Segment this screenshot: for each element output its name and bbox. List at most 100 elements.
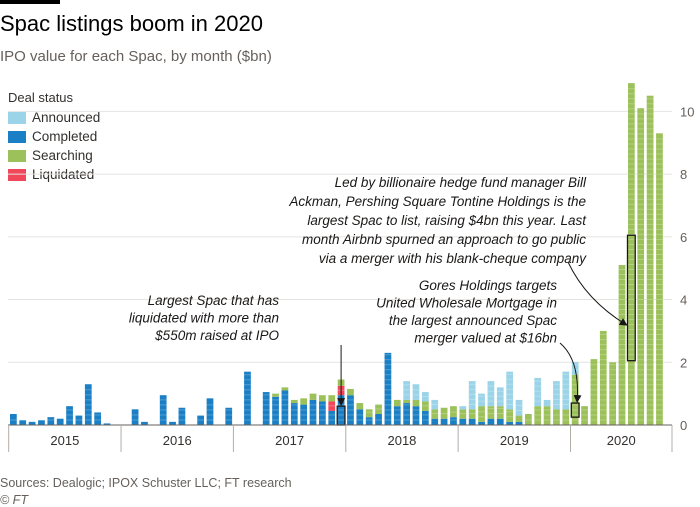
bar-searching (609, 362, 616, 425)
x-tick-label: 2016 (163, 433, 192, 448)
annotation-line: merger valued at $16bn (414, 331, 557, 346)
bar-searching (365, 409, 373, 418)
legend-title: Deal status (8, 90, 74, 105)
bar-searching (309, 393, 317, 400)
legend-item-announced: Announced (8, 108, 100, 127)
bar-searching (496, 406, 504, 419)
bar-searching (421, 401, 429, 411)
bar-completed (393, 406, 401, 425)
bar-completed (47, 417, 55, 425)
x-tick-label: 2020 (607, 433, 636, 448)
bar-searching (468, 409, 476, 419)
legend-label-searching: Searching (32, 148, 93, 163)
annotation-line: via a merger with his blank-cheque compa… (319, 251, 587, 266)
bar-searching (553, 409, 560, 425)
bar-completed (169, 421, 176, 425)
legend-item-searching: Searching (8, 146, 100, 165)
bar-searching (412, 399, 420, 407)
bar-searching (637, 108, 645, 425)
bar-searching (450, 406, 457, 418)
bar-completed (328, 410, 336, 425)
annotation-line: United Wholesale Mortgage in (376, 296, 557, 311)
bar-completed (384, 352, 392, 425)
bar-announced (553, 381, 560, 410)
y-tick-label: 4 (680, 293, 687, 308)
bar-searching (515, 415, 523, 422)
bar-searching (524, 414, 532, 425)
bar-searching (328, 395, 336, 402)
bar-announced (496, 387, 504, 407)
bar-searching (656, 133, 663, 425)
bar-searching (478, 406, 485, 422)
bar-completed (10, 414, 17, 425)
bar-completed (206, 398, 214, 425)
copyright: © FT (0, 493, 28, 507)
bar-completed (459, 418, 467, 425)
bar-completed (225, 407, 233, 425)
annotation-line: Led by billionaire hedge fund manager Bi… (335, 175, 587, 190)
bar-completed (356, 409, 364, 425)
bar-completed (468, 418, 476, 425)
arrow-gores (559, 342, 582, 404)
bar-searching (618, 265, 626, 425)
bar-searching (440, 407, 448, 419)
y-tick-label: 6 (680, 230, 687, 245)
annotation-0: Led by billionaire hedge fund manager Bi… (288, 175, 587, 266)
bar-searching (319, 395, 326, 402)
bar-completed (19, 420, 27, 425)
x-tick-label: 2018 (387, 433, 416, 448)
annotation-line: largest Spac to list, raising $4bn this … (307, 213, 587, 228)
bar-completed (56, 418, 64, 425)
bar-completed (337, 395, 345, 425)
x-tick-label: 2015 (50, 433, 79, 448)
bar-searching (431, 409, 439, 419)
bar-completed (75, 415, 83, 425)
bar-completed (38, 420, 45, 425)
bar-announced (478, 393, 485, 407)
highlight-box-1 (570, 402, 580, 418)
legend-item-completed: Completed (8, 127, 100, 146)
legend-swatch-searching (8, 149, 26, 162)
bar-searching (393, 399, 401, 407)
source-note: Sources: Dealogic; IPOX Schuster LLC; FT… (0, 476, 292, 490)
bar-announced (421, 392, 429, 402)
bar-searching (562, 409, 570, 425)
bar-announced (515, 399, 523, 416)
annotation-1: Gores Holdings targets United Wholesale M… (376, 278, 557, 346)
bar-completed (290, 403, 298, 425)
gridlines (8, 110, 672, 363)
bar-searching (581, 406, 588, 425)
bar-completed (244, 371, 251, 425)
bar-searching (487, 406, 495, 419)
bar-announced (468, 381, 476, 410)
bar-announced (506, 371, 514, 410)
legend-label-announced: Announced (32, 110, 101, 125)
bar-completed (197, 415, 205, 425)
bar-completed (347, 395, 354, 425)
chart-title: Spac listings boom in 2020 (0, 11, 263, 36)
bar-announced (431, 399, 439, 410)
bar-announced (543, 399, 551, 407)
y-tick-label: 2 (680, 355, 687, 370)
bar-searching (347, 388, 354, 396)
chart-subtitle: IPO value for each Spac, by month ($bn) (0, 48, 272, 65)
bar-announced (412, 384, 420, 400)
bar-completed (141, 421, 148, 425)
bar-searching (543, 406, 551, 425)
bar-announced (534, 377, 542, 407)
arrow-pershing (567, 261, 628, 326)
annotation-line: the largest announced Spac (389, 313, 557, 328)
bar-completed (262, 392, 270, 425)
bar-completed (421, 410, 429, 425)
bar-searching (627, 83, 635, 425)
bar-completed (440, 418, 448, 425)
bar-completed (178, 407, 186, 425)
bar-searching (290, 399, 298, 404)
annotation-line: $550m raised at IPO (154, 328, 279, 343)
annotation-2: Largest Spac that has liquidated with mor… (129, 293, 280, 343)
bar-completed (506, 421, 514, 425)
legend: Deal status Announced Completed Searchin… (8, 90, 100, 184)
bar-searching (272, 393, 279, 397)
bar-completed (375, 414, 382, 425)
